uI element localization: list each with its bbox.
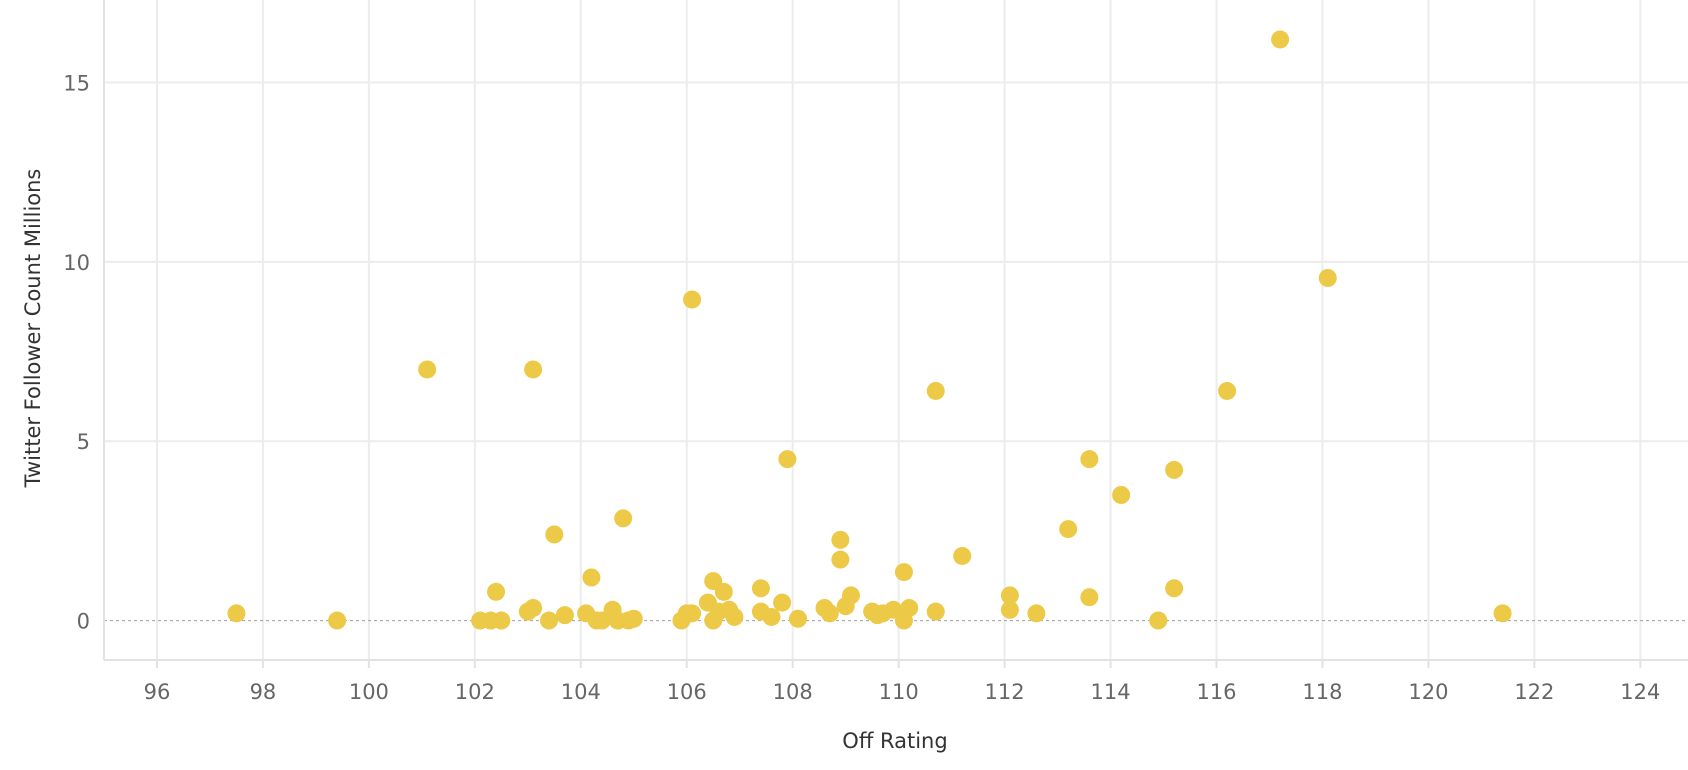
scatter-point[interactable]	[328, 611, 347, 630]
scatter-point[interactable]	[926, 602, 945, 621]
x-axis-ticks: 96 98 100 102 104 106 108 110 112 114 116 118 120 122…	[144, 660, 1660, 704]
data-points	[227, 30, 1512, 630]
x-tick-label: 122	[1514, 680, 1554, 704]
scatter-point[interactable]	[1000, 600, 1019, 619]
scatter-point[interactable]	[778, 450, 797, 469]
x-tick-label: 106	[667, 680, 707, 704]
scatter-point[interactable]	[487, 582, 506, 601]
scatter-point[interactable]	[751, 579, 770, 598]
x-tick-label: 124	[1620, 680, 1660, 704]
x-tick-label: 110	[879, 680, 919, 704]
x-tick-label: 112	[985, 680, 1025, 704]
scatter-point[interactable]	[492, 611, 511, 630]
scatter-point[interactable]	[540, 611, 559, 630]
scatter-point[interactable]	[524, 598, 543, 617]
y-tick-label: 10	[63, 251, 90, 275]
scatter-point[interactable]	[1149, 611, 1168, 630]
y-axis-title: Twitter Follower Count Millions	[21, 169, 45, 489]
scatter-point[interactable]	[582, 568, 601, 587]
x-tick-label: 120	[1408, 680, 1448, 704]
scatter-point[interactable]	[926, 381, 945, 400]
scatter-point[interactable]	[1165, 579, 1184, 598]
scatter-point[interactable]	[953, 546, 972, 565]
scatter-point[interactable]	[773, 593, 792, 612]
scatter-point[interactable]	[1318, 268, 1337, 287]
scatter-point[interactable]	[1271, 30, 1290, 49]
scatter-point[interactable]	[683, 290, 702, 309]
x-tick-label: 98	[250, 680, 277, 704]
scatter-point[interactable]	[762, 607, 781, 626]
x-tick-label: 118	[1302, 680, 1342, 704]
scatter-point[interactable]	[1218, 381, 1237, 400]
scatter-point[interactable]	[820, 604, 839, 623]
scatter-point[interactable]	[1080, 588, 1099, 607]
x-tick-label: 102	[455, 680, 495, 704]
scatter-point[interactable]	[614, 509, 633, 528]
y-tick-label: 15	[63, 72, 90, 96]
scatter-point[interactable]	[725, 607, 744, 626]
x-tick-label: 116	[1196, 680, 1236, 704]
scatter-point[interactable]	[624, 609, 643, 628]
scatter-point[interactable]	[1080, 450, 1099, 469]
scatter-point[interactable]	[524, 360, 543, 379]
scatter-point[interactable]	[1165, 460, 1184, 479]
scatter-point[interactable]	[555, 606, 574, 625]
scatter-point[interactable]	[1112, 486, 1131, 504]
scatter-point[interactable]	[1027, 604, 1046, 623]
scatter-point[interactable]	[1059, 520, 1078, 539]
x-tick-label: 108	[773, 680, 813, 704]
scatter-point[interactable]	[788, 609, 807, 628]
scatter-point[interactable]	[1493, 604, 1512, 623]
x-tick-label: 114	[1091, 680, 1131, 704]
scatter-point[interactable]	[227, 604, 246, 623]
x-tick-label: 96	[144, 680, 171, 704]
y-tick-label: 5	[77, 430, 90, 454]
axes	[103, 0, 1688, 661]
scatter-point[interactable]	[545, 525, 564, 544]
grid-lines	[104, 0, 1688, 660]
scatter-point[interactable]	[831, 550, 850, 569]
scatter-point[interactable]	[683, 604, 702, 623]
x-axis-title: Off Rating	[842, 729, 947, 753]
y-tick-label: 0	[77, 610, 90, 634]
scatter-point[interactable]	[418, 360, 437, 379]
x-tick-label: 100	[349, 680, 389, 704]
x-tick-label: 104	[561, 680, 601, 704]
scatter-point[interactable]	[841, 586, 860, 605]
scatter-point[interactable]	[1000, 586, 1019, 605]
scatter-point[interactable]	[714, 582, 733, 601]
scatter-point[interactable]	[900, 598, 919, 617]
y-axis-ticks: 0 5 10 15	[63, 72, 90, 634]
scatter-point[interactable]	[831, 530, 850, 549]
scatter-point[interactable]	[894, 563, 913, 582]
